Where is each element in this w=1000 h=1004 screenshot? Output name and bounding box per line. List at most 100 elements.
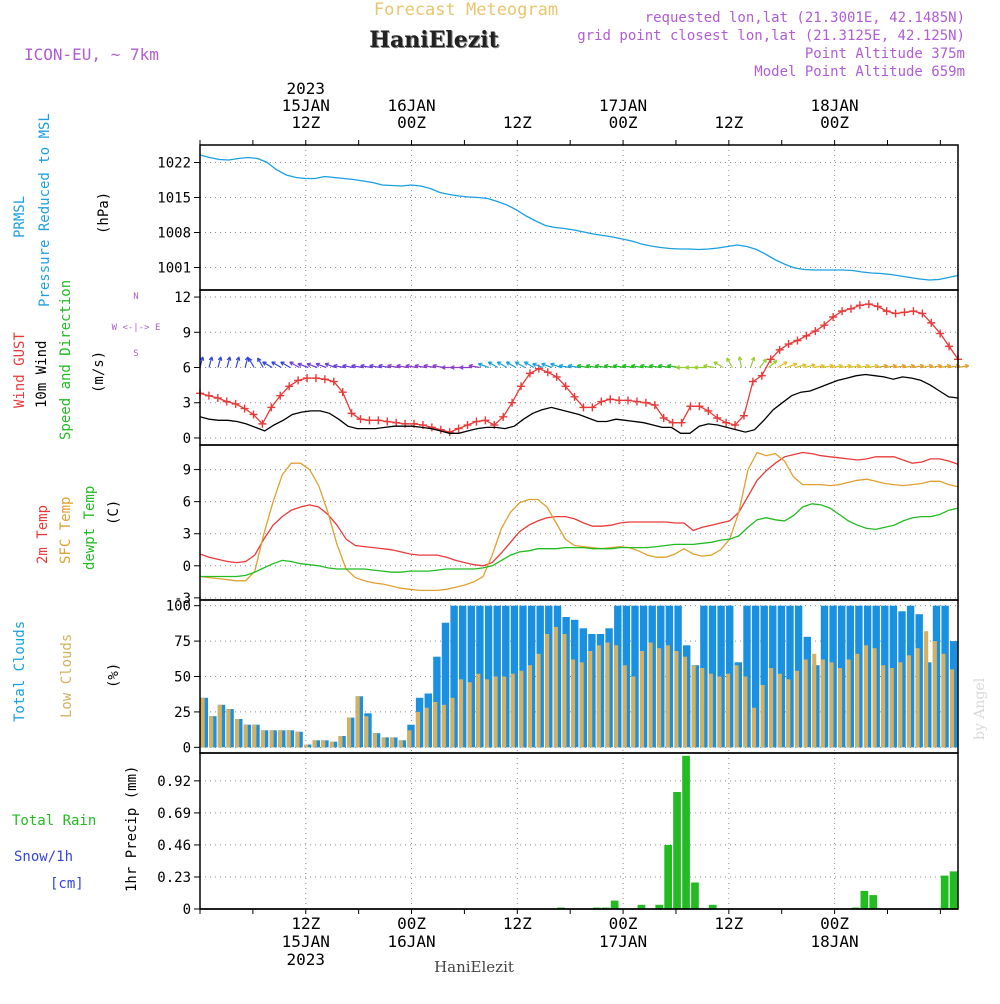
low-cloud-bar	[407, 730, 412, 748]
compass-south: S	[133, 349, 138, 359]
low-cloud-bar	[829, 662, 834, 748]
low-cloud-bar	[941, 653, 946, 748]
wind-arrow	[921, 363, 934, 369]
gust-marker	[695, 402, 704, 411]
gust-marker	[481, 416, 490, 425]
rain-bar	[860, 890, 869, 909]
y-tick-label: 9	[183, 325, 191, 341]
wind-arrow	[649, 363, 661, 369]
gust-marker	[499, 412, 508, 421]
total-cloud-bar	[751, 605, 760, 748]
bottom-time-label: 17JAN	[599, 932, 647, 951]
low-cloud-bar	[519, 670, 524, 748]
bottom-time-label: 00Z	[609, 914, 638, 933]
low-cloud-bar	[924, 631, 929, 748]
low-cloud-bar	[665, 645, 670, 748]
low-cloud-bar	[769, 668, 774, 748]
low-cloud-bar	[881, 665, 886, 748]
snow-label: Snow/1h	[14, 849, 73, 865]
wind-arrow	[737, 356, 743, 368]
gust-marker	[704, 406, 713, 415]
gust-marker	[213, 394, 222, 403]
gust-marker	[249, 410, 258, 419]
low-cloud-bar	[872, 648, 877, 748]
y-tick-label: 1022	[157, 156, 191, 172]
sfc-temp-label: SFC Temp	[58, 497, 74, 564]
low-cloud-bar	[794, 670, 799, 748]
wind-arrow	[324, 362, 336, 369]
wind-arrow	[694, 365, 706, 370]
wind-arrow	[831, 363, 843, 369]
low-cloud-bar	[838, 668, 843, 748]
gust-marker	[338, 388, 347, 397]
low-cloud-bar	[898, 662, 903, 748]
y-tick-label: 25	[174, 705, 191, 721]
bottom-time-label: 00Z	[820, 914, 849, 933]
gust-marker	[855, 301, 864, 310]
low-cloud-bar	[691, 665, 696, 748]
low-cloud-bar	[484, 679, 489, 748]
gust-marker	[900, 308, 909, 317]
gust-marker	[784, 340, 793, 349]
wind-arrow	[217, 356, 223, 368]
top-time-label: 17JAN	[599, 96, 647, 115]
low-cloud-bar	[260, 730, 265, 748]
wind-arrow	[957, 363, 970, 369]
panel-frame	[199, 444, 959, 601]
wind-arrow	[351, 363, 363, 369]
y-tick-label: 0.92	[157, 774, 191, 790]
low-cloud-bar	[278, 730, 283, 748]
bottom-time-label: 12Z	[291, 914, 320, 933]
wind-arrow	[532, 362, 544, 369]
low-cloud-bar	[398, 740, 403, 748]
series-line-prmsl	[199, 154, 959, 281]
gust-marker	[588, 403, 597, 412]
low-cloud-bar	[639, 651, 644, 748]
wind-arrow	[550, 362, 562, 369]
gust-marker	[579, 403, 588, 412]
low-cloud-bar	[803, 659, 808, 748]
y-tick-label: -3	[174, 591, 191, 607]
gust-marker	[846, 304, 855, 313]
gust-marker	[802, 331, 811, 340]
gust-marker	[276, 391, 285, 400]
gust-marker	[231, 399, 240, 408]
wind-arrow	[786, 362, 798, 369]
gust-marker	[374, 416, 383, 425]
wind-arrow	[885, 363, 897, 369]
rain-bar	[691, 882, 699, 909]
low-cloud-bar	[717, 676, 722, 748]
wind-arrow	[621, 363, 634, 369]
wind-arrow	[289, 361, 300, 369]
y-tick-label: 6	[183, 495, 191, 511]
point-altitude: Point Altitude 375m	[805, 46, 965, 62]
y-tick-label: 0.46	[157, 838, 191, 854]
gust-marker	[918, 309, 927, 318]
low-cloud-bar	[683, 656, 688, 748]
wind-arrow	[468, 363, 480, 369]
top-time-label: 00Z	[820, 113, 849, 132]
wind-arrow	[867, 363, 879, 369]
clouds-unit: (%)	[106, 663, 122, 688]
gust-marker	[347, 409, 356, 418]
wind-arrow	[585, 363, 598, 369]
compass-east-west: W <-|-> E	[112, 323, 161, 333]
wind-arrow	[496, 361, 508, 369]
gust-marker	[650, 401, 659, 410]
total-rain-label: Total Rain	[12, 813, 96, 829]
station-name: HaniElezit	[369, 27, 499, 53]
wind-arrow	[703, 363, 715, 369]
low-cloud-bar	[734, 665, 739, 748]
low-cloud-bar	[932, 641, 937, 748]
wind-arrow	[558, 363, 571, 369]
wind-arrow	[257, 357, 264, 368]
low-cloud-bar	[338, 736, 343, 748]
series-line-wind-gust	[199, 303, 959, 433]
model-name: ICON-EU, ~ 7km	[24, 45, 159, 64]
rain-bar	[610, 900, 619, 909]
low-cloud-bar	[364, 716, 369, 748]
bottom-time-label: 2023	[287, 950, 326, 969]
wind-arrow	[630, 363, 643, 369]
low-cloud-bar	[252, 724, 257, 748]
wind-arrow	[297, 362, 309, 369]
